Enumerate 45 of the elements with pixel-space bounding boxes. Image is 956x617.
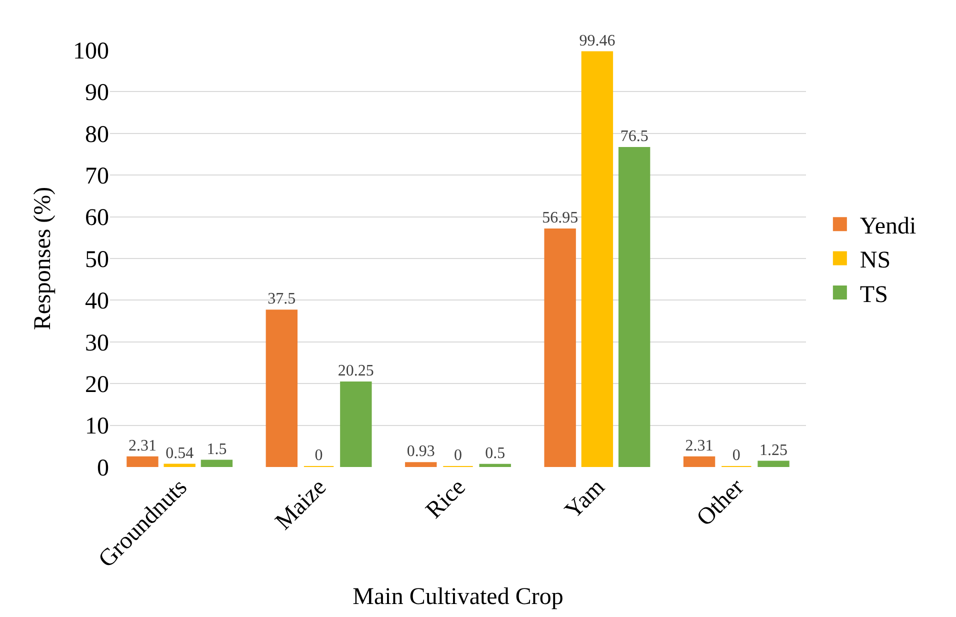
- bar: [200, 460, 233, 467]
- data-label: 1.25: [760, 442, 788, 459]
- legend-label: NS: [860, 248, 891, 274]
- data-label: 0: [454, 447, 462, 464]
- y-tick-label: 90: [85, 80, 109, 106]
- bar: [340, 382, 372, 467]
- data-label: 20.25: [338, 362, 374, 380]
- y-tick-label: 30: [85, 330, 109, 356]
- data-label: 99.46: [579, 32, 616, 50]
- bar: [479, 464, 511, 467]
- x-tick-label: Yam: [560, 474, 610, 524]
- y-tick-label: 50: [85, 246, 109, 273]
- data-label: 2.31: [685, 437, 714, 454]
- data-label: 0: [314, 447, 323, 464]
- y-tick-label: 70: [85, 164, 109, 190]
- y-tick-label: 100: [73, 38, 109, 64]
- bar: [164, 464, 196, 467]
- y-axis-title: Responses (%): [30, 186, 56, 330]
- bar: [758, 460, 790, 467]
- y-tick-label: 40: [85, 288, 109, 315]
- bar: [618, 147, 650, 467]
- legend-label: Yendi: [860, 213, 916, 240]
- data-label: 37.5: [268, 290, 296, 308]
- data-label: 0: [732, 447, 740, 464]
- data-label: 56.95: [542, 210, 578, 227]
- y-tick-label: 20: [85, 372, 109, 398]
- data-label: 0.93: [406, 443, 435, 460]
- legend-label: TS: [860, 282, 888, 308]
- bar: [405, 462, 437, 467]
- y-tick-label: 80: [85, 122, 109, 148]
- y-tick-label: 10: [85, 414, 109, 440]
- x-axis-title: Main Cultivated Crop: [352, 584, 564, 610]
- data-label: 1.5: [206, 440, 227, 458]
- data-label: 2.31: [128, 437, 156, 454]
- data-label: 0.5: [485, 444, 506, 462]
- y-tick-label: 60: [85, 205, 109, 232]
- bar: [544, 228, 576, 467]
- data-label: 0.54: [166, 444, 194, 462]
- x-tick-label: Rice: [421, 474, 471, 524]
- data-label: 76.5: [620, 128, 648, 145]
- bar: [266, 310, 298, 467]
- y-tick-label: 0: [97, 455, 109, 482]
- bar: [683, 456, 716, 467]
- bar: [581, 51, 614, 467]
- bar: [126, 456, 158, 467]
